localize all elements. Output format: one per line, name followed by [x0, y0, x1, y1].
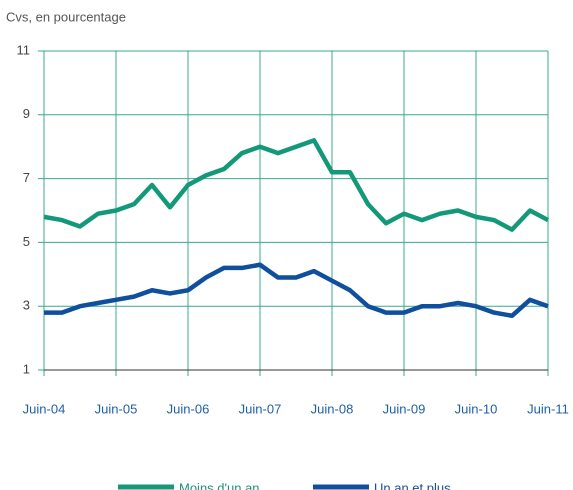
x-tick-label: Juin-11 [527, 401, 569, 416]
x-tick-label: Juin-05 [95, 401, 138, 416]
legend-label: Un an et plus [374, 480, 451, 490]
x-tick-label: Juin-04 [23, 401, 66, 416]
x-tick-label: Juin-06 [167, 401, 210, 416]
legend-label: Moins d'un an [179, 480, 260, 490]
x-tick-label: Juin-07 [239, 401, 282, 416]
y-tick-label: 3 [23, 298, 30, 313]
line [44, 262, 549, 319]
x-tick-label: Juin-10 [455, 401, 498, 416]
y-tick-label: 5 [23, 234, 30, 249]
y-tick-label: 7 [23, 170, 30, 185]
line [43, 138, 550, 232]
x-tick-label: Juin-08 [311, 401, 354, 416]
x-tick-label: Juin-09 [383, 401, 426, 416]
y-tick-label: 1 [23, 361, 30, 376]
y-tick-label: 11 [17, 42, 31, 57]
y-tick-label: 9 [23, 106, 30, 121]
y-axis-label: Cvs, en pourcentage [6, 9, 126, 24]
